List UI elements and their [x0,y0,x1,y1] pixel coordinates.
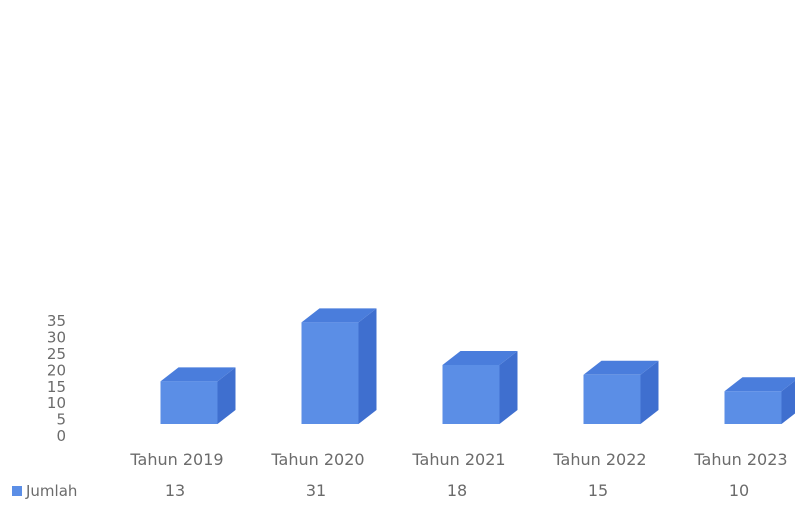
x-axis-labels: Tahun 2019 Tahun 2020 Tahun 2021 Tahun 2022… [129,450,787,469]
data-label: 15 [588,481,608,500]
y-tick-label: 10 [47,394,66,412]
data-label: 10 [729,481,749,500]
bar-front-face [302,322,359,424]
y-tick-label: 25 [47,345,66,363]
y-tick-label: 0 [56,427,66,445]
x-tick-label: Tahun 2023 [693,450,787,469]
bar-front-face [725,391,782,424]
y-tick-label: 35 [47,312,66,330]
y-tick-label: 5 [56,411,66,429]
x-tick-label: Tahun 2022 [552,450,646,469]
y-tick-label: 15 [47,378,66,396]
y-tick-label: 30 [47,329,66,347]
data-label: 13 [165,481,185,500]
data-label: 31 [306,481,326,500]
data-table-row: 13 31 18 15 10 [165,481,749,500]
bar [725,377,795,424]
bar-side-face [359,308,377,424]
x-tick-label: Tahun 2019 [129,450,223,469]
bar-front-face [584,375,641,424]
legend: Jumlah [12,482,77,500]
x-tick-label: Tahun 2020 [270,450,364,469]
y-tick-label: 20 [47,361,66,379]
bars [161,308,795,424]
bar [161,367,236,424]
bar [584,361,659,424]
bar [443,351,518,424]
bar [302,308,377,424]
legend-swatch [12,486,22,496]
bar-front-face [161,381,218,424]
bar-front-face [443,365,500,424]
data-label: 18 [447,481,467,500]
legend-label: Jumlah [25,482,77,500]
x-tick-label: Tahun 2021 [411,450,505,469]
